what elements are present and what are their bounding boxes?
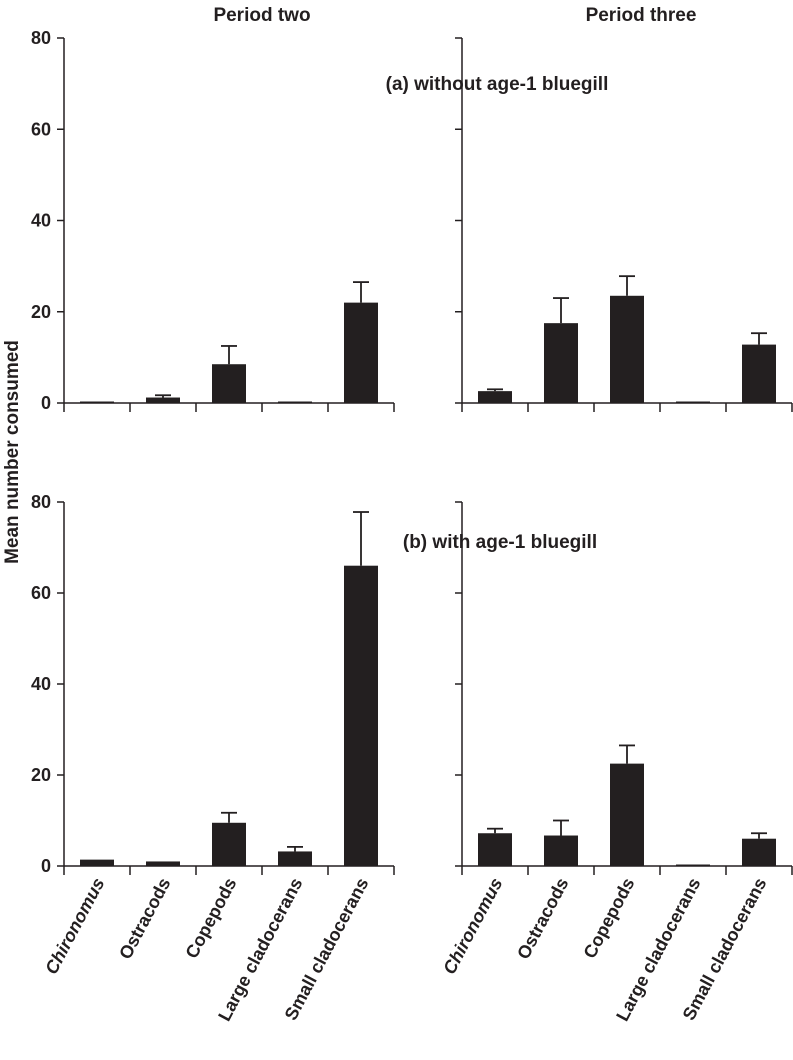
panel-title-a: (a) without age-1 bluegill — [386, 74, 609, 95]
panel-a-period-two-bar-ostracods — [146, 397, 180, 403]
panel-b-period-three-bar-chironomus — [478, 833, 512, 866]
panel-b-period-three-bar-ostracods — [544, 835, 578, 866]
panel-b-period-two-category-label-ostracods: Ostracods — [115, 874, 174, 962]
panel-b-period-three-category-label-ostracods: Ostracods — [513, 874, 572, 962]
column-title-period-two: Period two — [213, 5, 310, 26]
panel-a-period-two-bar-copepods — [212, 364, 246, 403]
panel-a-period-three-bar-small-cladocerans — [742, 344, 776, 403]
panel-b-period-two-y-tick-label-0: 0 — [41, 856, 51, 876]
panel-a-period-two-y-tick-label-60: 60 — [31, 119, 51, 139]
panel-a-period-two-y-tick-label-40: 40 — [31, 211, 51, 231]
panel-b-period-three-category-label-copepods: Copepods — [580, 874, 639, 961]
panel-b-period-two-y-tick-label-20: 20 — [31, 765, 51, 785]
panel-a-period-three-bar-large-cladocerans — [676, 401, 710, 403]
panel-a-period-three-bar-ostracods — [544, 323, 578, 403]
panel-b-period-two-category-label-chironomus: Chironomus — [41, 874, 108, 977]
panel-b-period-two-y-tick-label-40: 40 — [31, 674, 51, 694]
panel-a-period-two-y-tick-label-0: 0 — [41, 393, 51, 413]
panel-b-period-two-y-tick-label-60: 60 — [31, 583, 51, 603]
panel-b-period-three-bar-copepods — [610, 763, 644, 866]
panel-b-period-two-y-tick-label-80: 80 — [31, 492, 51, 512]
panel-a-period-two-y-tick-label-80: 80 — [31, 28, 51, 48]
panel-a-period-two-bar-small-cladocerans — [344, 302, 378, 403]
panel-b-period-two-bar-ostracods — [146, 861, 180, 866]
panel-b-period-three-category-label-chironomus: Chironomus — [439, 874, 506, 977]
panel-a-period-three-bar-chironomus — [478, 391, 512, 403]
panel-b-period-three-bar-small-cladocerans — [742, 838, 776, 866]
panel-b-period-three-bar-large-cladocerans — [676, 864, 710, 866]
panel-a-period-two-bar-large-cladocerans — [278, 401, 312, 403]
panel-a-period-two-bar-chironomus — [80, 401, 114, 403]
panel-a-period-two-y-tick-label-20: 20 — [31, 302, 51, 322]
panel-b-period-two-category-label-copepods: Copepods — [182, 874, 241, 961]
y-axis-label: Mean number consumed — [2, 340, 23, 564]
panel-b-period-two-bar-large-cladocerans — [278, 851, 312, 866]
column-title-period-three: Period three — [586, 5, 697, 26]
panel-b-period-two-bar-chironomus — [80, 859, 114, 866]
panel-title-b: (b) with age-1 bluegill — [403, 532, 597, 553]
panel-a-period-three-bar-copepods — [610, 295, 644, 403]
panel-b-period-two-bar-copepods — [212, 822, 246, 866]
panel-b-period-two-bar-small-cladocerans — [344, 565, 378, 866]
